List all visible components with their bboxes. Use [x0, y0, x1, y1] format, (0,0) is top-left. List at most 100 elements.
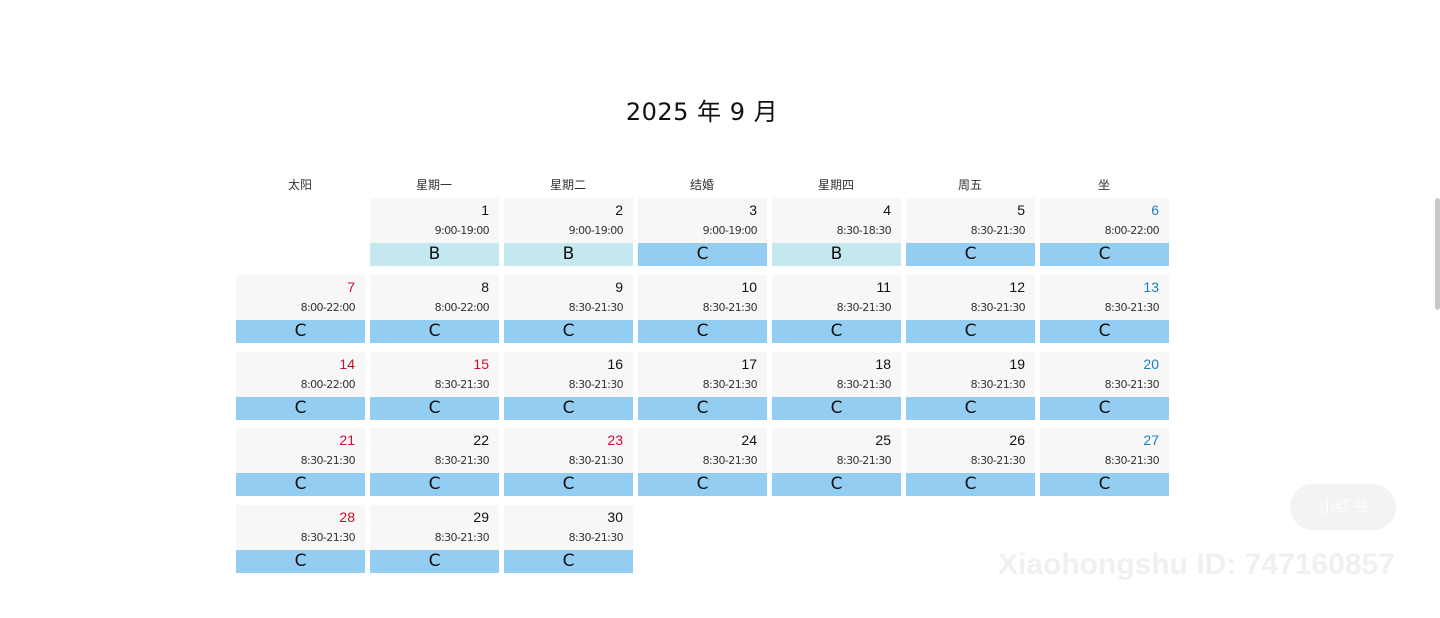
day-number: 13 [1143, 279, 1159, 295]
day-cell[interactable]: 14 8:00-22:00 C [236, 352, 365, 420]
opening-hours: 8:30-21:30 [836, 454, 892, 467]
day-cell[interactable]: 6 8:00-22:00 C [1040, 198, 1169, 266]
day-cell[interactable]: 30 8:30-21:30 C [504, 505, 633, 573]
day-number: 1 [481, 202, 489, 218]
weekday-label: 结婚 [689, 178, 714, 192]
day-number: 21 [339, 432, 355, 448]
crowd-level-badge: C [1040, 473, 1169, 496]
day-cell[interactable]: 5 8:30-21:30 C [906, 198, 1035, 266]
day-cell[interactable]: 20 8:30-21:30 C [1040, 352, 1169, 420]
day-number: 14 [339, 356, 355, 372]
opening-hours: 8:00-22:00 [1104, 224, 1160, 237]
day-cell[interactable]: 7 8:00-22:00 C [236, 275, 365, 343]
day-cell[interactable]: 8 8:00-22:00 C [370, 275, 499, 343]
crowd-level-badge: C [370, 397, 499, 420]
day-number: 18 [875, 356, 891, 372]
opening-hours: 8:30-21:30 [970, 224, 1026, 237]
crowd-level-badge: C [236, 320, 365, 343]
day-number: 2 [615, 202, 623, 218]
day-cell[interactable]: 1 9:00-19:00 B [370, 198, 499, 266]
day-cell[interactable]: 24 8:30-21:30 C [638, 428, 767, 496]
day-number: 23 [607, 432, 623, 448]
day-number: 20 [1143, 356, 1159, 372]
opening-hours: 8:30-21:30 [1104, 301, 1160, 314]
crowd-level-badge: C [370, 320, 499, 343]
day-cell[interactable]: 2 9:00-19:00 B [504, 198, 633, 266]
opening-hours: 8:30-21:30 [434, 454, 490, 467]
day-cell[interactable]: 13 8:30-21:30 C [1040, 275, 1169, 343]
weekday-label: 星期一 [415, 178, 452, 192]
crowd-level-badge: B [370, 243, 499, 266]
weekday-label: 太阳 [287, 178, 312, 192]
day-cell[interactable]: 28 8:30-21:30 C [236, 505, 365, 573]
crowd-level-badge: C [504, 397, 633, 420]
day-cell[interactable]: 23 8:30-21:30 C [504, 428, 633, 496]
opening-hours: 8:30-21:30 [836, 378, 892, 391]
opening-hours: 8:30-21:30 [300, 531, 356, 544]
day-number: 9 [615, 279, 623, 295]
crowd-level-badge: C [906, 320, 1035, 343]
day-number: 11 [876, 279, 891, 295]
crowd-level-badge: C [906, 473, 1035, 496]
crowd-level-badge: C [772, 320, 901, 343]
opening-hours: 8:30-21:30 [702, 301, 758, 314]
day-cell[interactable]: 18 8:30-21:30 C [772, 352, 901, 420]
day-number: 10 [741, 279, 757, 295]
day-cell[interactable]: 25 8:30-21:30 C [772, 428, 901, 496]
opening-hours: 8:30-21:30 [1104, 454, 1160, 467]
day-number: 24 [741, 432, 757, 448]
day-number: 7 [347, 279, 355, 295]
day-number: 6 [1151, 202, 1159, 218]
day-cell[interactable]: 17 8:30-21:30 C [638, 352, 767, 420]
opening-hours: 8:30-21:30 [568, 378, 624, 391]
day-cell[interactable]: 10 8:30-21:30 C [638, 275, 767, 343]
day-number: 8 [481, 279, 489, 295]
day-cell[interactable]: 16 8:30-21:30 C [504, 352, 633, 420]
day-cell[interactable]: 26 8:30-21:30 C [906, 428, 1035, 496]
opening-hours: 8:00-22:00 [300, 378, 356, 391]
crowd-level-badge: C [906, 397, 1035, 420]
opening-hours: 8:30-21:30 [970, 454, 1026, 467]
crowd-level-badge: B [772, 243, 901, 266]
opening-hours: 8:00-22:00 [434, 301, 490, 314]
weekday-label: 周五 [957, 178, 982, 192]
day-number: 4 [883, 202, 891, 218]
crowd-level-badge: C [370, 473, 499, 496]
day-cell[interactable]: 21 8:30-21:30 C [236, 428, 365, 496]
day-number: 30 [607, 509, 623, 525]
opening-hours: 8:30-21:30 [702, 454, 758, 467]
day-cell[interactable]: 27 8:30-21:30 C [1040, 428, 1169, 496]
crowd-level-badge: C [1040, 320, 1169, 343]
opening-hours: 8:30-18:30 [836, 224, 892, 237]
crowd-level-badge: C [236, 550, 365, 573]
day-number: 22 [473, 432, 489, 448]
crowd-level-badge: C [638, 320, 767, 343]
opening-hours: 8:30-21:30 [702, 378, 758, 391]
day-cell[interactable]: 12 8:30-21:30 C [906, 275, 1035, 343]
crowd-level-badge: C [504, 320, 633, 343]
crowd-level-badge: B [504, 243, 633, 266]
day-cell[interactable]: 15 8:30-21:30 C [370, 352, 499, 420]
opening-hours: 8:30-21:30 [836, 301, 892, 314]
weekday-label: 星期四 [817, 178, 854, 192]
day-number: 16 [607, 356, 623, 372]
crowd-level-badge: C [504, 473, 633, 496]
opening-hours: 9:00-19:00 [434, 224, 490, 237]
weekday-label: 坐 [1097, 178, 1110, 192]
day-cell[interactable]: 29 8:30-21:30 C [370, 505, 499, 573]
day-cell[interactable]: 9 8:30-21:30 C [504, 275, 633, 343]
crowd-level-badge: C [638, 473, 767, 496]
day-number: 17 [741, 356, 757, 372]
day-cell[interactable]: 11 8:30-21:30 C [772, 275, 901, 343]
day-number: 26 [1009, 432, 1025, 448]
scrollbar[interactable] [1435, 198, 1440, 310]
day-cell[interactable]: 22 8:30-21:30 C [370, 428, 499, 496]
opening-hours: 8:30-21:30 [434, 531, 490, 544]
day-cell[interactable]: 3 9:00-19:00 C [638, 198, 767, 266]
day-cell[interactable]: 4 8:30-18:30 B [772, 198, 901, 266]
opening-hours: 8:00-22:00 [300, 301, 356, 314]
day-cell[interactable]: 19 8:30-21:30 C [906, 352, 1035, 420]
crowd-level-badge: C [1040, 243, 1169, 266]
crowd-level-badge: C [772, 473, 901, 496]
